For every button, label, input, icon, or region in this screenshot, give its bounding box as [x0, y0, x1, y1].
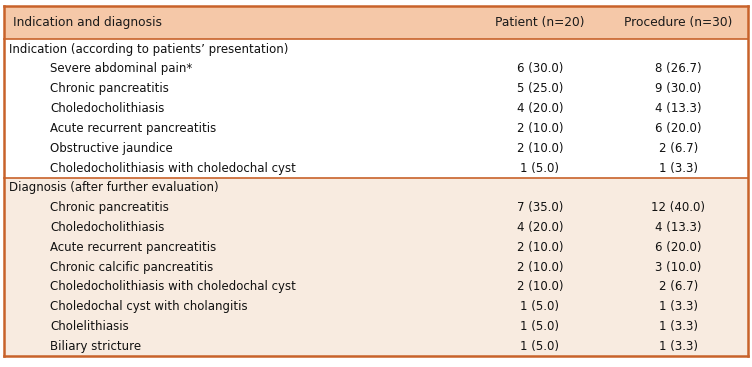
Bar: [4, 39, 748, 59]
Text: 8 (26.7): 8 (26.7): [655, 62, 702, 76]
Text: Acute recurrent pancreatitis: Acute recurrent pancreatitis: [50, 122, 217, 135]
Text: 3 (10.0): 3 (10.0): [655, 261, 702, 274]
Text: 1 (3.3): 1 (3.3): [659, 161, 698, 175]
Text: Chronic pancreatitis: Chronic pancreatitis: [50, 201, 169, 214]
Bar: [4, 297, 748, 317]
Text: 2 (10.0): 2 (10.0): [517, 261, 563, 274]
Text: Indication (according to patients’ presentation): Indication (according to patients’ prese…: [9, 43, 289, 56]
Bar: [4, 277, 748, 297]
Text: 4 (20.0): 4 (20.0): [517, 102, 563, 115]
Text: Severe abdominal pain*: Severe abdominal pain*: [50, 62, 193, 76]
Text: 2 (6.7): 2 (6.7): [659, 280, 698, 294]
Text: 2 (6.7): 2 (6.7): [659, 142, 698, 155]
Bar: [4, 119, 748, 138]
Bar: [4, 59, 748, 79]
Text: 2 (10.0): 2 (10.0): [517, 241, 563, 254]
Text: 1 (5.0): 1 (5.0): [520, 161, 559, 175]
Text: Choledochal cyst with cholangitis: Choledochal cyst with cholangitis: [50, 300, 248, 313]
Text: 4 (20.0): 4 (20.0): [517, 221, 563, 234]
Text: 12 (40.0): 12 (40.0): [651, 201, 705, 214]
Text: Choledocholithiasis: Choledocholithiasis: [50, 102, 165, 115]
Text: 4 (13.3): 4 (13.3): [655, 221, 702, 234]
Text: Choledocholithiasis: Choledocholithiasis: [50, 221, 165, 234]
Text: Obstructive jaundice: Obstructive jaundice: [50, 142, 173, 155]
Text: Procedure (n=30): Procedure (n=30): [624, 16, 732, 29]
Text: 1 (5.0): 1 (5.0): [520, 340, 559, 353]
Bar: [4, 337, 748, 356]
Text: Cholelithiasis: Cholelithiasis: [50, 320, 129, 333]
Text: Diagnosis (after further evaluation): Diagnosis (after further evaluation): [9, 181, 219, 195]
Bar: [4, 198, 748, 218]
Text: Biliary stricture: Biliary stricture: [50, 340, 141, 353]
Text: 1 (3.3): 1 (3.3): [659, 300, 698, 313]
Text: 4 (13.3): 4 (13.3): [655, 102, 702, 115]
Text: 2 (10.0): 2 (10.0): [517, 280, 563, 294]
Text: 2 (10.0): 2 (10.0): [517, 142, 563, 155]
Text: Indication and diagnosis: Indication and diagnosis: [13, 16, 162, 29]
Text: 9 (30.0): 9 (30.0): [655, 82, 702, 95]
Text: Choledocholithiasis with choledochal cyst: Choledocholithiasis with choledochal cys…: [50, 280, 296, 294]
Text: 6 (20.0): 6 (20.0): [655, 241, 702, 254]
Text: Choledocholithiasis with choledochal cyst: Choledocholithiasis with choledochal cys…: [50, 161, 296, 175]
Text: 1 (3.3): 1 (3.3): [659, 320, 698, 333]
Text: 6 (20.0): 6 (20.0): [655, 122, 702, 135]
Text: 7 (35.0): 7 (35.0): [517, 201, 563, 214]
Text: Chronic pancreatitis: Chronic pancreatitis: [50, 82, 169, 95]
Text: 1 (5.0): 1 (5.0): [520, 320, 559, 333]
Text: Patient (n=20): Patient (n=20): [495, 16, 585, 29]
Text: 1 (5.0): 1 (5.0): [520, 300, 559, 313]
Text: Chronic calcific pancreatitis: Chronic calcific pancreatitis: [50, 261, 214, 274]
Bar: [4, 138, 748, 158]
Bar: [4, 237, 748, 257]
Text: 2 (10.0): 2 (10.0): [517, 122, 563, 135]
Bar: [4, 79, 748, 99]
Text: 1 (3.3): 1 (3.3): [659, 340, 698, 353]
Bar: [4, 257, 748, 277]
Bar: [4, 6, 748, 39]
Text: 6 (30.0): 6 (30.0): [517, 62, 563, 76]
Text: 5 (25.0): 5 (25.0): [517, 82, 563, 95]
Bar: [4, 317, 748, 337]
Bar: [4, 218, 748, 237]
Text: Acute recurrent pancreatitis: Acute recurrent pancreatitis: [50, 241, 217, 254]
Bar: [4, 99, 748, 119]
Bar: [4, 178, 748, 198]
Bar: [4, 158, 748, 178]
